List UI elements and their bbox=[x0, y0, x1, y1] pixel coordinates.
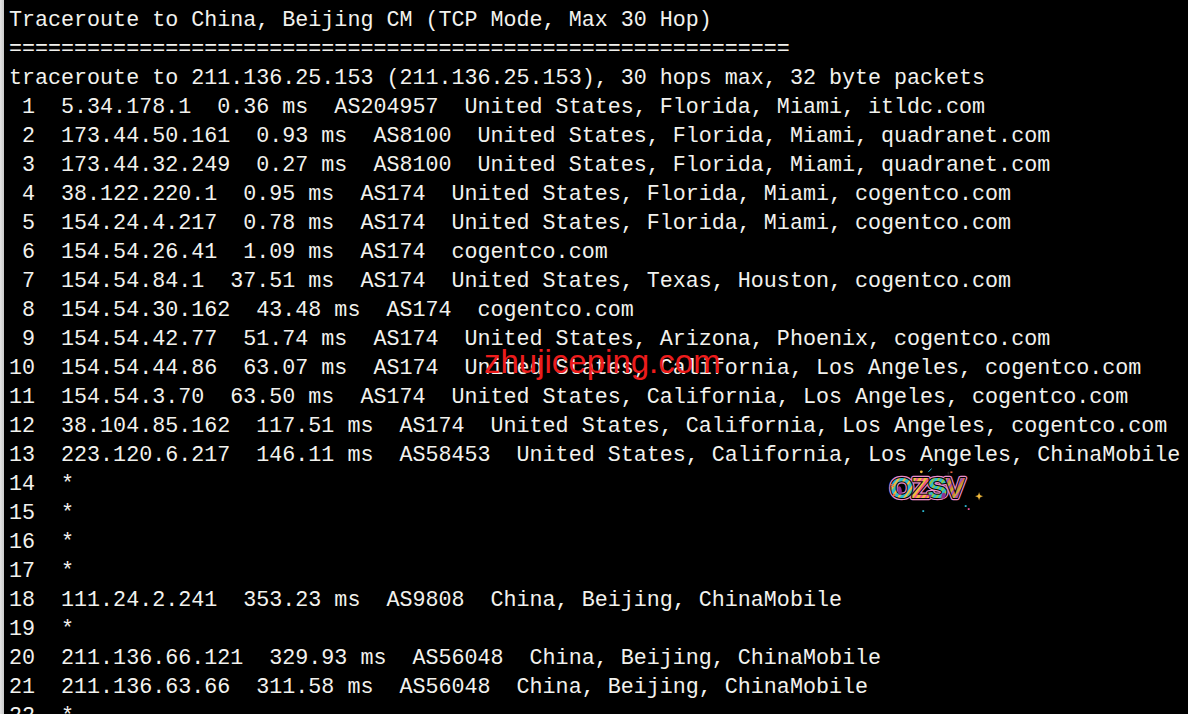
svg-text:OZSV: OZSV bbox=[890, 471, 965, 504]
